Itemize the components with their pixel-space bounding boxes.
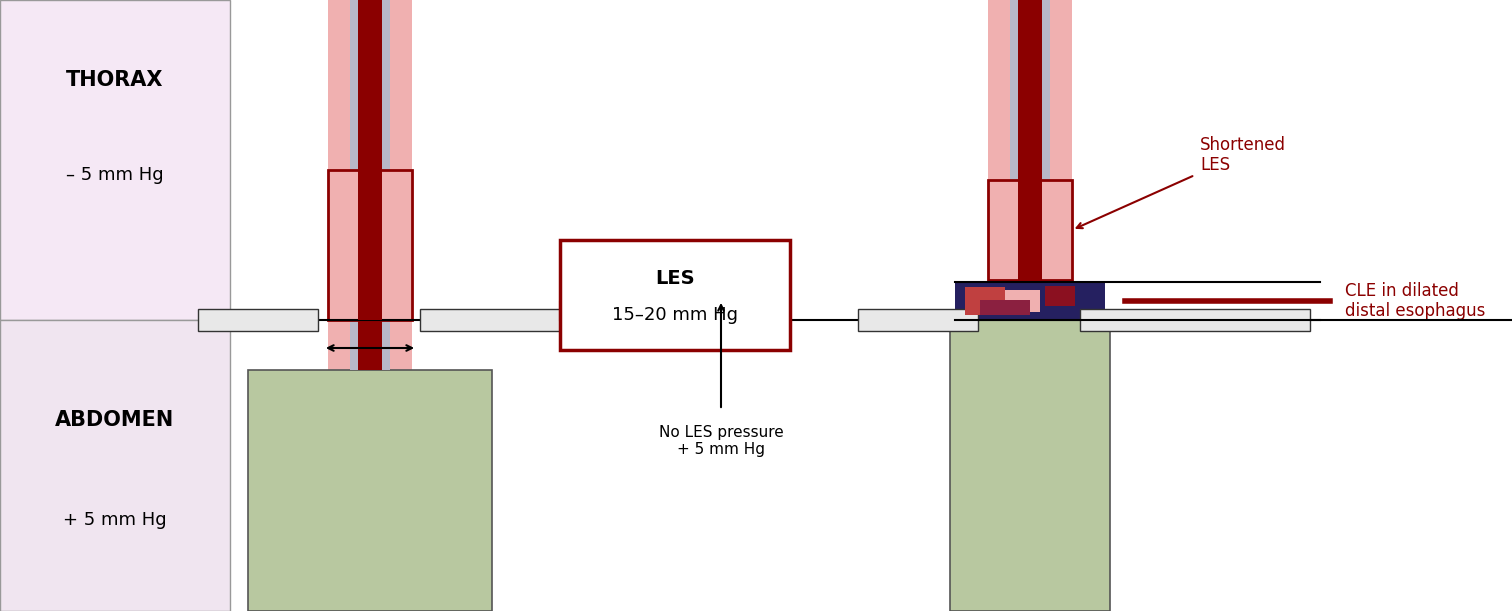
Bar xyxy=(980,300,1030,315)
Text: CLE in dilated
distal esophagus: CLE in dilated distal esophagus xyxy=(1346,282,1485,320)
Bar xyxy=(358,320,383,370)
Text: + 5 mm Hg: + 5 mm Hg xyxy=(64,511,166,529)
Bar xyxy=(559,302,789,320)
Bar xyxy=(349,0,390,320)
Text: LES: LES xyxy=(655,269,696,288)
Text: – 5 mm Hg: – 5 mm Hg xyxy=(67,166,163,184)
Bar xyxy=(0,320,230,611)
Bar xyxy=(1045,286,1075,306)
Bar xyxy=(987,180,1072,280)
Bar xyxy=(965,287,1005,315)
Bar xyxy=(328,170,411,320)
Bar xyxy=(559,240,789,350)
Bar xyxy=(987,0,1072,320)
Bar xyxy=(950,320,1110,611)
Bar xyxy=(1018,180,1042,280)
Bar xyxy=(1080,309,1309,331)
Text: 15–20 mm Hg: 15–20 mm Hg xyxy=(612,306,738,324)
Bar xyxy=(857,309,978,331)
Bar xyxy=(1005,290,1040,312)
Text: ABDOMEN: ABDOMEN xyxy=(56,410,174,430)
Text: THORAX: THORAX xyxy=(67,70,163,90)
Bar xyxy=(420,309,600,331)
Bar xyxy=(956,282,1105,320)
Bar xyxy=(1010,0,1049,320)
Bar xyxy=(328,0,411,320)
Bar xyxy=(358,170,383,320)
Bar xyxy=(349,320,390,370)
Bar xyxy=(0,0,230,320)
Bar xyxy=(328,320,411,370)
Bar xyxy=(248,370,491,611)
Bar xyxy=(1018,0,1042,320)
Text: Shortened
LES: Shortened LES xyxy=(1201,136,1287,174)
Bar xyxy=(358,0,383,320)
Text: No LES pressure
+ 5 mm Hg: No LES pressure + 5 mm Hg xyxy=(659,425,783,458)
Bar xyxy=(198,309,318,331)
